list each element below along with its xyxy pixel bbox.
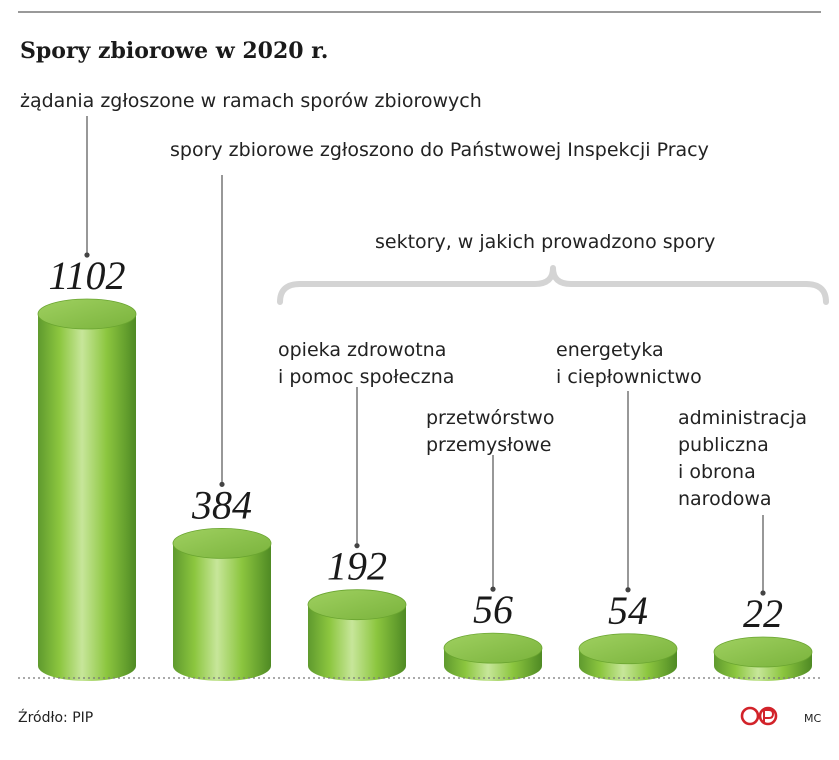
bar-2	[172, 527, 272, 681]
bar-body	[38, 314, 136, 681]
value-label: 1102	[48, 253, 125, 298]
value-label: 22	[743, 591, 783, 636]
bar-5	[578, 633, 678, 681]
category-label: żądania zgłoszone w ramach sporów zbioro…	[20, 90, 482, 112]
leader-dot	[84, 252, 90, 258]
leader-dot	[219, 481, 225, 487]
category-label: energetyka	[556, 339, 664, 361]
leader-dot	[760, 590, 766, 596]
bar-top	[172, 527, 272, 559]
source-note: Źródło: PIP	[18, 708, 93, 726]
chart-title: Spory zbiorowe w 2020 r.	[20, 38, 328, 64]
category-label: spory zbiorowe zgłoszono do Państwowej I…	[170, 139, 709, 161]
bar-top	[443, 632, 543, 664]
bar-body	[173, 543, 271, 681]
value-label: 384	[191, 482, 252, 527]
category-label: przemysłowe	[426, 434, 551, 456]
category-label: narodowa	[678, 488, 772, 510]
category-label: opieka zdrowotna	[278, 339, 446, 361]
publisher-logo	[740, 706, 778, 726]
sector-group-label: sektory, w jakich prowadzono spory	[375, 231, 715, 253]
bar-1	[37, 298, 137, 681]
leader-dot	[490, 586, 496, 592]
value-labels: 1102 384 192 56 54 22	[48, 253, 783, 636]
author-initials: MC	[804, 712, 821, 725]
category-label: i ciepłownictwo	[556, 366, 702, 388]
bar-top	[37, 298, 137, 330]
bar-top	[578, 633, 678, 665]
bar-4	[443, 632, 543, 681]
bar-top	[307, 589, 407, 621]
sector-brace	[277, 265, 829, 305]
leader-dot	[625, 587, 631, 593]
category-label: i pomoc społeczna	[278, 366, 454, 388]
bars	[37, 298, 813, 681]
category-labels: żądania zgłoszone w ramach sporów zbioro…	[20, 90, 807, 596]
category-label: publiczna	[678, 434, 769, 456]
value-label: 54	[608, 588, 648, 633]
value-label: 56	[473, 587, 513, 632]
leader-dot	[354, 543, 360, 549]
bar-3	[307, 589, 407, 681]
category-label: i obrona	[678, 461, 756, 483]
category-label: administracja	[678, 407, 807, 429]
bar-top	[713, 636, 813, 668]
bar-body	[308, 604, 406, 681]
value-label: 192	[327, 544, 387, 589]
category-label: przetwórstwo	[426, 407, 554, 429]
bar-6	[713, 636, 813, 681]
